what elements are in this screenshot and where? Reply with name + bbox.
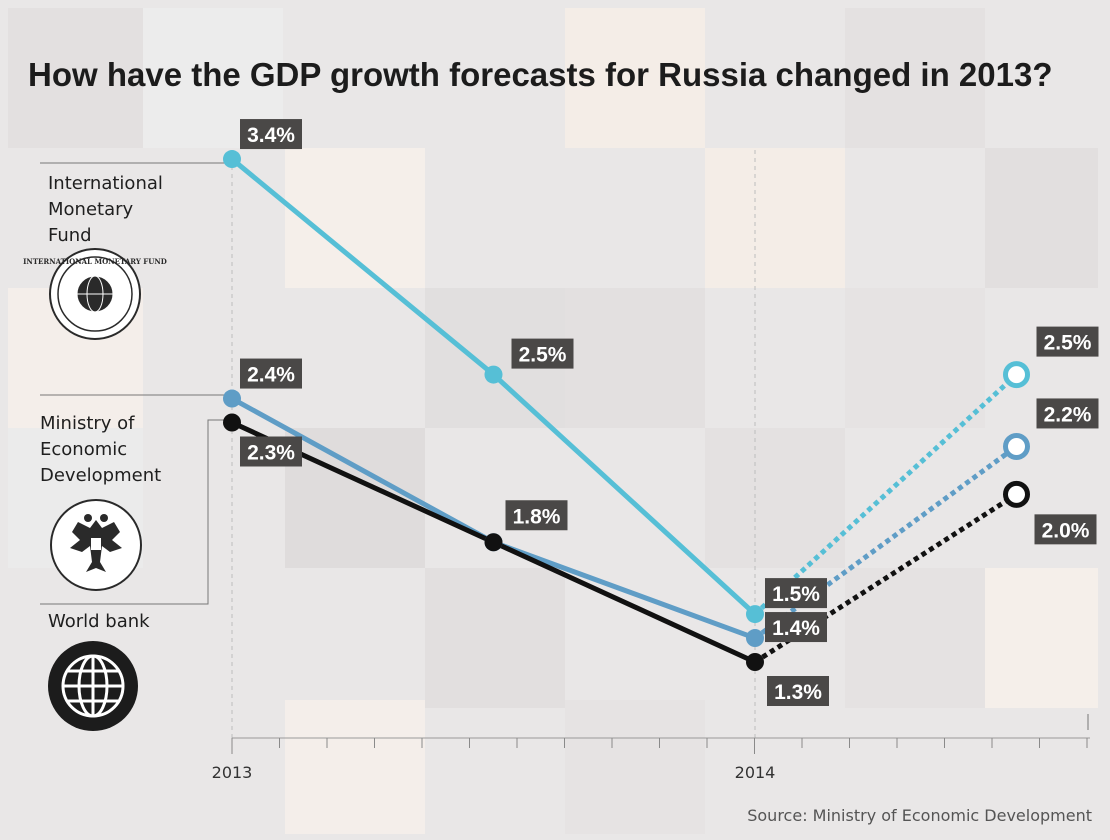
imf-seal-lettering: INTERNATIONAL MONETARY FUND	[23, 257, 167, 266]
forecast-point-world-bank	[1003, 480, 1030, 508]
globe-icon	[48, 641, 138, 731]
data-label-box	[1036, 398, 1099, 429]
source-note: Source: Ministry of Economic Development	[747, 806, 1092, 825]
data-label-box	[240, 358, 302, 389]
data-label: 1.3%	[774, 681, 822, 704]
data-label: 2.3%	[247, 442, 295, 465]
double-headed-eagle-icon	[50, 499, 142, 591]
data-point-ministry	[746, 629, 764, 648]
data-label-box	[767, 676, 829, 706]
data-label-box	[765, 612, 827, 643]
data-label: 1.4%	[772, 617, 820, 640]
forecast-point-imf	[1003, 361, 1030, 389]
data-label: 2.5%	[519, 344, 567, 367]
data-point-ministry	[223, 389, 241, 408]
legend-imf-line-2: Monetary	[48, 199, 134, 220]
data-label-box	[505, 500, 568, 531]
legend-ministry: Ministry of Economic Development	[40, 394, 232, 591]
legend-world-bank-connector	[40, 419, 232, 605]
data-label: 2.5%	[1044, 332, 1092, 355]
data-label-box	[511, 338, 574, 369]
data-label: 1.5%	[772, 583, 820, 606]
x-tick-label-2013: 2013	[212, 763, 253, 782]
background-tiles	[8, 8, 1098, 834]
legend-imf-line-1: International	[48, 173, 163, 194]
legend-imf-line-3: Fund	[48, 225, 92, 246]
data-label-box	[765, 578, 827, 609]
data-label: 1.8%	[513, 505, 561, 528]
data-label-box	[1036, 326, 1099, 357]
data-point-imf	[223, 150, 241, 169]
data-point-imf	[746, 605, 764, 624]
x-axis	[231, 714, 1090, 754]
data-point-world-bank	[484, 533, 503, 552]
legend-world-bank: World bank	[40, 419, 232, 731]
forecast-point-ministry	[1003, 432, 1030, 460]
series-forecast-line-world-bank	[753, 492, 1018, 665]
data-label-box	[240, 119, 302, 150]
imf-seal-icon: INTERNATIONAL MONETARY FUND	[23, 248, 167, 340]
data-label-box	[240, 436, 302, 467]
data-point-imf	[484, 365, 503, 384]
chart-title: How have the GDP growth forecasts for Ru…	[28, 56, 1052, 93]
data-label-layer: 3.4% 2.5% 1.5% 2.5% 2.4% 1.8% 1.4% 2.2% 2.3% 1.3%…	[240, 119, 1099, 706]
legend-ministry-line-2: Economic	[40, 439, 127, 460]
data-point-world-bank	[746, 653, 764, 671]
data-point-world-bank	[223, 413, 241, 432]
data-label: 2.2%	[1044, 403, 1092, 426]
data-label: 2.4%	[247, 364, 295, 387]
data-label-box	[1034, 514, 1097, 545]
legend-ministry-line-1: Ministry of	[40, 413, 135, 434]
legend-imf: International Monetary Fund INTERNATIONA…	[23, 162, 232, 340]
legend-ministry-line-3: Development	[40, 465, 161, 486]
data-label: 3.4%	[247, 124, 295, 147]
data-label: 2.0%	[1042, 519, 1090, 542]
legend-world-bank-line-1: World bank	[48, 611, 150, 632]
x-tick-label-2014: 2014	[735, 763, 776, 782]
